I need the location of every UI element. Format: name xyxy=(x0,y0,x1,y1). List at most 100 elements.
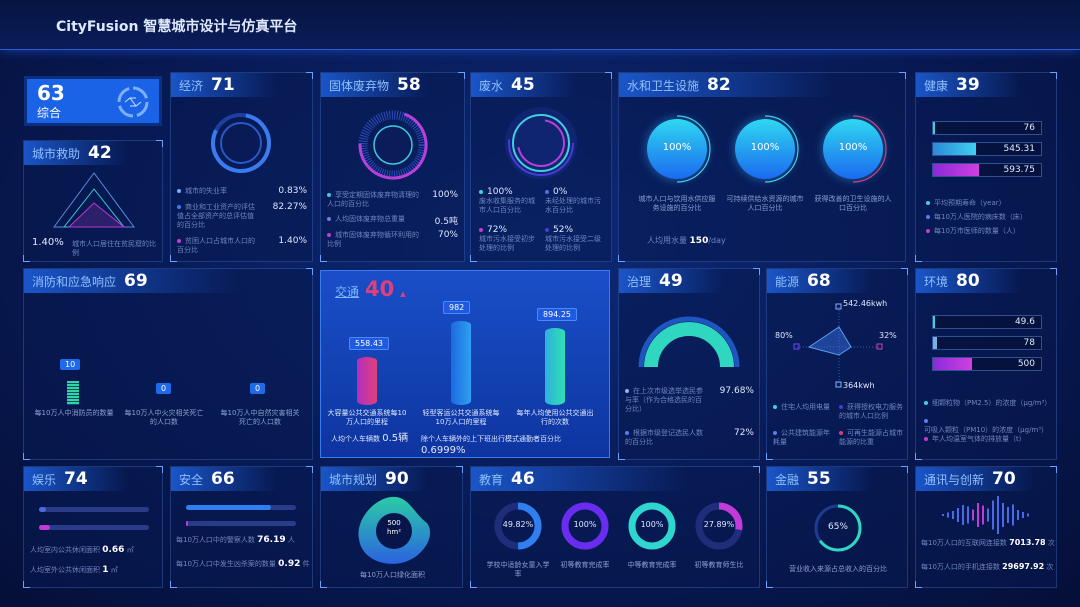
finance-ring xyxy=(814,504,862,552)
app-title: CityFusion 智慧城市设计与仿真平台 xyxy=(56,19,298,35)
fire-item-label: 每10万人中火灾相关死亡的人口数 xyxy=(124,409,204,426)
wastewater-ring-chart xyxy=(505,107,577,179)
panel-title: 消防和应急响应 xyxy=(32,274,117,289)
education-ring xyxy=(561,502,609,550)
panel-education[interactable]: 教育 46 49.82% 学校中适龄女童入学率 100% 初等教育完成率 100% 中等教育… xyxy=(470,466,760,588)
economy-item-label: 贫困人口占城市人口的百分比 xyxy=(177,237,255,254)
waste-item-label: 人均固体废弃物总重量 xyxy=(327,215,419,224)
panel-title: 水和卫生设施 xyxy=(627,78,700,93)
panel-title: 废水 xyxy=(479,78,504,93)
wave-bar xyxy=(947,512,949,518)
green-area-blob xyxy=(358,496,431,564)
education-ring-value: 49.82% xyxy=(502,520,534,529)
panel-score: 71 xyxy=(211,75,235,95)
water-circle-arc xyxy=(764,115,799,183)
water-circle-label: 可持续供给水资源的城市人口百分比 xyxy=(726,195,804,212)
overall-score: 63 xyxy=(37,81,65,105)
wave-bar xyxy=(1017,510,1019,520)
panel-score: 45 xyxy=(511,75,535,95)
panel-title: 城市规划 xyxy=(329,472,378,487)
water-circle-arc xyxy=(852,115,887,183)
fire-value-tag: 0 xyxy=(156,383,172,394)
panel-urban-planning[interactable]: 城市规划 90 500 hm² 每10万人口绿化面积 xyxy=(320,466,463,588)
education-ring-label: 学校中适龄女童入学率 xyxy=(486,561,550,578)
telecom-item: 每10万人口的手机连接数 29697.92 次 xyxy=(921,562,1054,571)
governance-item-value: 72% xyxy=(733,428,754,438)
wave-bar xyxy=(952,511,954,519)
overall-label: 综合 xyxy=(37,106,62,120)
wave-bar xyxy=(977,503,979,527)
economy-item-label: 城市的失业率 xyxy=(177,187,259,196)
fire-item-label: 每10万人中消防员的数量 xyxy=(34,409,114,417)
firefighter-bar-icon xyxy=(67,381,79,405)
panel-governance[interactable]: 治理 49 在上次市级选举选民参与率（作为合格选民的百分比） 97.68% 根据市… xyxy=(618,268,760,460)
panel-transport[interactable]: 交通 40 ▲ 558.43 大容量公共交通系统每10万人口的里程 982 轻型客运公共交… xyxy=(320,270,610,458)
panel-score: 69 xyxy=(124,271,148,291)
energy-legend-item: 住宅人均用电量 xyxy=(773,403,835,412)
wave-bar xyxy=(992,500,994,530)
economy-item-value: 1.40% xyxy=(278,236,307,246)
panel-environment[interactable]: 环境 80 49.6 78 500 细颗粒物（PM2.5）的浓度（μg/m³） 可吸入… xyxy=(915,268,1057,460)
panel-telecom[interactable]: 通讯与创新 70 每10万人口的互联网连接数 7013.78 次 每10万人口的手… xyxy=(915,466,1057,588)
planning-desc: 每10万人口绿化面积 xyxy=(360,571,425,579)
wave-bar xyxy=(962,505,964,525)
panel-title: 治理 xyxy=(627,274,652,289)
wastewater-item: 52% 城市污水接受二级处理的比例 xyxy=(545,225,601,252)
panel-score: 46 xyxy=(511,469,535,489)
health-legend-item: 平均预期寿命（year） xyxy=(926,199,1054,208)
radar-top-label: 542.46kwh xyxy=(843,299,888,308)
panel-fire-emergency[interactable]: 消防和应急响应 69 10 每10万人中消防员的数量 0 每10万人中火灾相关死亡… xyxy=(23,268,313,460)
wastewater-item: 0% 未经处理的城市污水百分比 xyxy=(545,187,601,214)
wave-bar xyxy=(1022,512,1024,518)
panel-recreation[interactable]: 娱乐 74 人均室内公共休闲面积 0.66 ㎡ 人均室外公共休闲面积 1 ㎡ xyxy=(23,466,163,588)
economy-item-value: 0.83% xyxy=(278,186,307,196)
panel-wastewater[interactable]: 废水 45 100% 废水收集服务的城市人口百分比 0% 未经处理的城市污水百分比 7… xyxy=(470,72,612,262)
energy-legend-item: 可再生能源占城市能源的比重 xyxy=(839,429,903,446)
panel-score: 49 xyxy=(659,271,683,291)
waste-ring-chart xyxy=(358,110,428,180)
panel-title: 教育 xyxy=(479,472,504,487)
recreation-bar xyxy=(39,525,149,530)
governance-item-label: 在上次市级选举选民参与率（作为合格选民的百分比） xyxy=(625,387,703,413)
radar-left-label: 80% xyxy=(775,331,793,340)
governance-gauge xyxy=(638,316,740,368)
education-ring xyxy=(628,502,676,550)
aid-triangle-chart xyxy=(53,172,135,228)
panel-safety[interactable]: 安全 66 每10万人口中的警察人数 76.19 人 每10万人口中发生凶杀案的数… xyxy=(170,466,313,588)
panel-health[interactable]: 健康 39 76 545.31 593.75 平均预期寿命（year） 每10万人医院… xyxy=(915,72,1057,262)
panel-energy[interactable]: 能源 68 542.46kwh 80% 32% 364kwh 住宅人均用电量 获得… xyxy=(766,268,908,460)
wastewater-item: 72% 城市污水接受初步处理的比例 xyxy=(479,225,535,252)
health-legend-item: 每10万市医师的数量（人） xyxy=(926,227,1054,236)
panel-aid[interactable]: 城市救助 42 1.40% 城市人口居住在贫民窟的比例 xyxy=(23,140,163,262)
panel-title: 固体废弃物 xyxy=(329,78,390,93)
education-ring-value: 100% xyxy=(640,520,664,529)
panel-score: 39 xyxy=(956,75,980,95)
panel-title: 健康 xyxy=(924,78,949,93)
education-ring-label: 初等教育完成率 xyxy=(560,561,610,569)
transport-cylinder xyxy=(545,328,565,405)
transport-value-tag: 982 xyxy=(443,300,471,314)
panel-title: 环境 xyxy=(924,274,949,289)
water-circle-label: 城市人口与饮用水供应服务设施的百分比 xyxy=(638,195,716,212)
safety-bar xyxy=(186,505,296,510)
transport-bar-label: 每年人均使用公共交通出行的次数 xyxy=(516,409,594,426)
transport-commute: 除个人车辆外的上下班出行模式通勤者百分比 0.6999% xyxy=(421,435,561,456)
panel-score: 90 xyxy=(385,469,409,489)
safety-item: 每10万人口中的警察人数 76.19 人 xyxy=(176,535,295,545)
panel-solid-waste[interactable]: 固体废弃物 58 享受定期固体废弃物清理的人口的百分比 100% 人均固体废弃物总… xyxy=(320,72,465,262)
transport-cars: 人均个人车辆数 0.5辆 xyxy=(331,433,409,444)
panel-title: 经济 xyxy=(179,78,204,93)
governance-item-label: 根据市级登记选民人数的百分比 xyxy=(625,429,703,446)
wave-bar xyxy=(967,506,969,524)
transport-cylinder xyxy=(451,320,471,405)
overall-score-card[interactable]: 63 综合 xyxy=(24,76,162,126)
panel-economy[interactable]: 经济 71 城市的失业率 0.83% 商业和工业资产的评估值占全部资产的总评估值的… xyxy=(170,72,313,262)
waste-item-value: 100% xyxy=(432,190,458,200)
education-ring-label: 中等教育完成率 xyxy=(627,561,677,569)
panel-finance[interactable]: 金融 55 65% 营业收入来源占总收入的百分比 xyxy=(766,466,908,588)
finance-ring-arc xyxy=(814,504,862,552)
metric-bar: 49.6 xyxy=(932,315,1042,329)
panel-water-sanitation[interactable]: 水和卫生设施 82 100% 城市人口与饮用水供应服务设施的百分比 100% 可持续供给… xyxy=(618,72,906,262)
economy-item-value: 82.27% xyxy=(272,202,307,212)
wave-bar xyxy=(1007,507,1009,523)
